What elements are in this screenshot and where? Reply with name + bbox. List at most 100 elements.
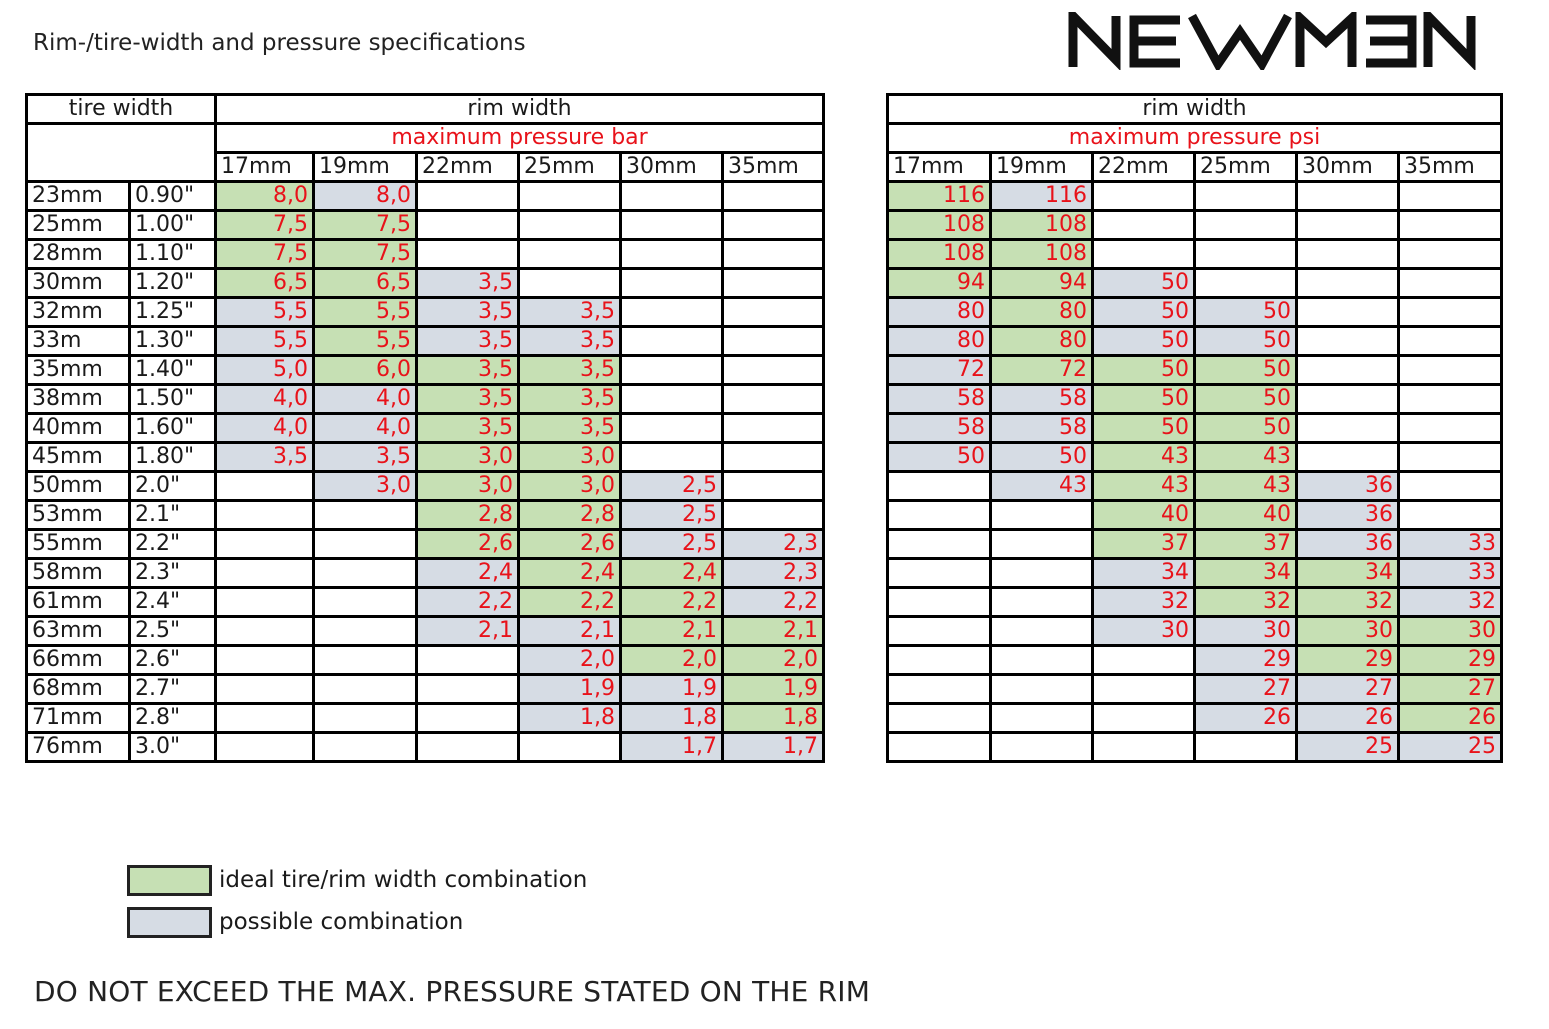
psi-pressure-table: rim width maximum pressure psi 17mm 19mm 2… bbox=[885, 93, 1504, 763]
pressure-psi-cell bbox=[1091, 702, 1196, 734]
pressure-bar-cell: 4,0 bbox=[214, 412, 315, 444]
pressure-psi-cell: 29 bbox=[1396, 644, 1504, 676]
pressure-psi-cell bbox=[989, 615, 1094, 647]
tire-width-mm: 35mm bbox=[25, 354, 131, 386]
pressure-psi-cell bbox=[1295, 267, 1400, 299]
pressure-psi-cell bbox=[1193, 267, 1298, 299]
pressure-bar-cell bbox=[415, 644, 520, 676]
table-row: 108 108 bbox=[886, 209, 1504, 241]
pressure-bar-cell: 7,5 bbox=[312, 209, 418, 241]
tire-width-mm: 28mm bbox=[25, 238, 131, 270]
pressure-psi-cell bbox=[989, 499, 1094, 531]
pressure-psi-cell: 50 bbox=[1193, 412, 1298, 444]
pressure-psi-cell bbox=[1295, 296, 1400, 328]
pressure-bar-cell: 7,5 bbox=[214, 238, 315, 270]
pressure-psi-cell bbox=[989, 528, 1094, 560]
table-row: 53mm 2.1" 2,8 2,8 2,5 bbox=[25, 499, 826, 531]
pressure-bar-cell: 2,5 bbox=[619, 528, 724, 560]
pressure-bar-cell bbox=[619, 441, 724, 473]
pressure-bar-cell: 2,8 bbox=[517, 499, 622, 531]
pressure-psi-cell bbox=[886, 470, 992, 502]
pressure-psi-cell bbox=[1396, 499, 1504, 531]
pressure-psi-cell: 36 bbox=[1295, 470, 1400, 502]
pressure-psi-cell: 58 bbox=[989, 383, 1094, 415]
pressure-psi-cell: 34 bbox=[1091, 557, 1196, 589]
pressure-bar-cell: 2,3 bbox=[720, 528, 826, 560]
pressure-bar-cell: 6,5 bbox=[214, 267, 315, 299]
pressure-psi-cell bbox=[1295, 354, 1400, 386]
pressure-psi-cell bbox=[1193, 238, 1298, 270]
psi-column-header: 22mm bbox=[1091, 151, 1196, 183]
tire-width-header: tire width bbox=[25, 93, 217, 125]
table-row: 38mm 1.50" 4,0 4,0 3,5 3,5 bbox=[25, 383, 826, 415]
pressure-psi-cell: 58 bbox=[886, 412, 992, 444]
tire-width-mm: 76mm bbox=[25, 731, 131, 763]
pressure-psi-cell bbox=[1295, 325, 1400, 357]
pressure-bar-cell bbox=[619, 267, 724, 299]
table-row: 58 58 50 50 bbox=[886, 383, 1504, 415]
tire-width-inch: 2.3" bbox=[128, 557, 217, 589]
pressure-bar-cell: 3,5 bbox=[517, 383, 622, 415]
pressure-bar-cell: 2,1 bbox=[720, 615, 826, 647]
pressure-psi-cell: 34 bbox=[1193, 557, 1298, 589]
pressure-bar-cell bbox=[720, 383, 826, 415]
table-row: 32 32 32 32 bbox=[886, 586, 1504, 618]
tire-width-mm: 71mm bbox=[25, 702, 131, 734]
pressure-psi-cell bbox=[1396, 209, 1504, 241]
pressure-psi-cell bbox=[886, 499, 992, 531]
pressure-bar-cell: 2,1 bbox=[415, 615, 520, 647]
tire-width-mm: 40mm bbox=[25, 412, 131, 444]
pressure-bar-cell bbox=[619, 238, 724, 270]
tire-width-mm: 68mm bbox=[25, 673, 131, 705]
bar-column-header: 17mm bbox=[214, 151, 315, 183]
pressure-psi-cell bbox=[1396, 238, 1504, 270]
pressure-bar-cell: 3,0 bbox=[517, 470, 622, 502]
pressure-bar-cell: 2,4 bbox=[517, 557, 622, 589]
table-row: 27 27 27 bbox=[886, 673, 1504, 705]
pressure-psi-cell bbox=[1091, 673, 1196, 705]
pressure-bar-cell: 1,8 bbox=[619, 702, 724, 734]
pressure-psi-cell: 116 bbox=[989, 180, 1094, 212]
pressure-bar-cell: 3,5 bbox=[415, 267, 520, 299]
pressure-psi-cell bbox=[1396, 412, 1504, 444]
tire-width-mm: 50mm bbox=[25, 470, 131, 502]
pressure-bar-cell: 6,5 bbox=[312, 267, 418, 299]
table-row: 58 58 50 50 bbox=[886, 412, 1504, 444]
table-row: 71mm 2.8" 1,8 1,8 1,8 bbox=[25, 702, 826, 734]
pressure-psi-cell: 108 bbox=[989, 209, 1094, 241]
pressure-bar-cell bbox=[214, 673, 315, 705]
pressure-bar-cell: 2,5 bbox=[619, 499, 724, 531]
pressure-bar-cell: 3,0 bbox=[415, 470, 520, 502]
warning-text: DO NOT EXCEED THE MAX. PRESSURE STATED O… bbox=[34, 975, 871, 1008]
tire-width-mm: 33m bbox=[25, 325, 131, 357]
pressure-bar-cell: 1,9 bbox=[517, 673, 622, 705]
rim-width-header: rim width bbox=[213, 93, 826, 125]
pressure-psi-cell: 50 bbox=[1091, 267, 1196, 299]
bar-header-row-1: tire width rim width bbox=[25, 93, 826, 125]
pressure-psi-cell bbox=[886, 557, 992, 589]
pressure-psi-cell: 116 bbox=[886, 180, 992, 212]
psi-header-row-1: rim width bbox=[885, 93, 1504, 125]
table-row: 28mm 1.10" 7,5 7,5 bbox=[25, 238, 826, 270]
pressure-bar-cell bbox=[720, 354, 826, 386]
pressure-psi-cell bbox=[1091, 644, 1196, 676]
table-row: 25 25 bbox=[886, 731, 1504, 763]
tire-width-inch: 1.60" bbox=[128, 412, 217, 444]
table-row: 35mm 1.40" 5,0 6,0 3,5 3,5 bbox=[25, 354, 826, 386]
tire-width-mm: 61mm bbox=[25, 586, 131, 618]
pressure-bar-cell bbox=[312, 644, 418, 676]
pressure-psi-cell bbox=[1396, 354, 1504, 386]
pressure-bar-cell: 1,9 bbox=[720, 673, 826, 705]
tire-width-inch: 2.8" bbox=[128, 702, 217, 734]
psi-column-header: 19mm bbox=[989, 151, 1094, 183]
pressure-psi-cell: 40 bbox=[1091, 499, 1196, 531]
pressure-bar-cell: 4,0 bbox=[214, 383, 315, 415]
table-row: 61mm 2.4" 2,2 2,2 2,2 2,2 bbox=[25, 586, 826, 618]
pressure-psi-cell: 58 bbox=[989, 412, 1094, 444]
table-row: 80 80 50 50 bbox=[886, 325, 1504, 357]
legend-ideal: ideal tire/rim width combination bbox=[127, 865, 727, 898]
pressure-bar-cell: 7,5 bbox=[214, 209, 315, 241]
pressure-psi-cell bbox=[989, 644, 1094, 676]
pressure-psi-cell bbox=[1295, 441, 1400, 473]
psi-column-header: 25mm bbox=[1193, 151, 1298, 183]
